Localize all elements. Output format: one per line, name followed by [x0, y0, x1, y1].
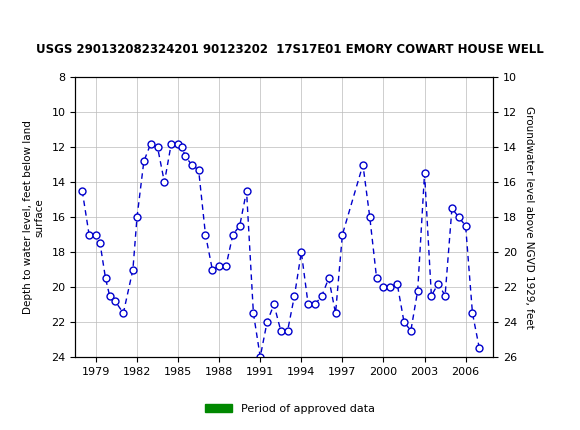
Text: USGS 290132082324201 90123202  17S17E01 EMORY COWART HOUSE WELL: USGS 290132082324201 90123202 17S17E01 E…	[36, 43, 544, 56]
Y-axis label: Depth to water level, feet below land
surface: Depth to water level, feet below land su…	[23, 120, 45, 314]
Bar	[75, 357, 124, 363]
Text: ⯬ USGS: ⯬ USGS	[17, 10, 77, 28]
Y-axis label: Groundwater level above NGVD 1929, feet: Groundwater level above NGVD 1929, feet	[524, 106, 534, 329]
Bar	[137, 357, 349, 363]
Legend: Period of approved data: Period of approved data	[200, 399, 380, 418]
Bar	[370, 357, 486, 363]
